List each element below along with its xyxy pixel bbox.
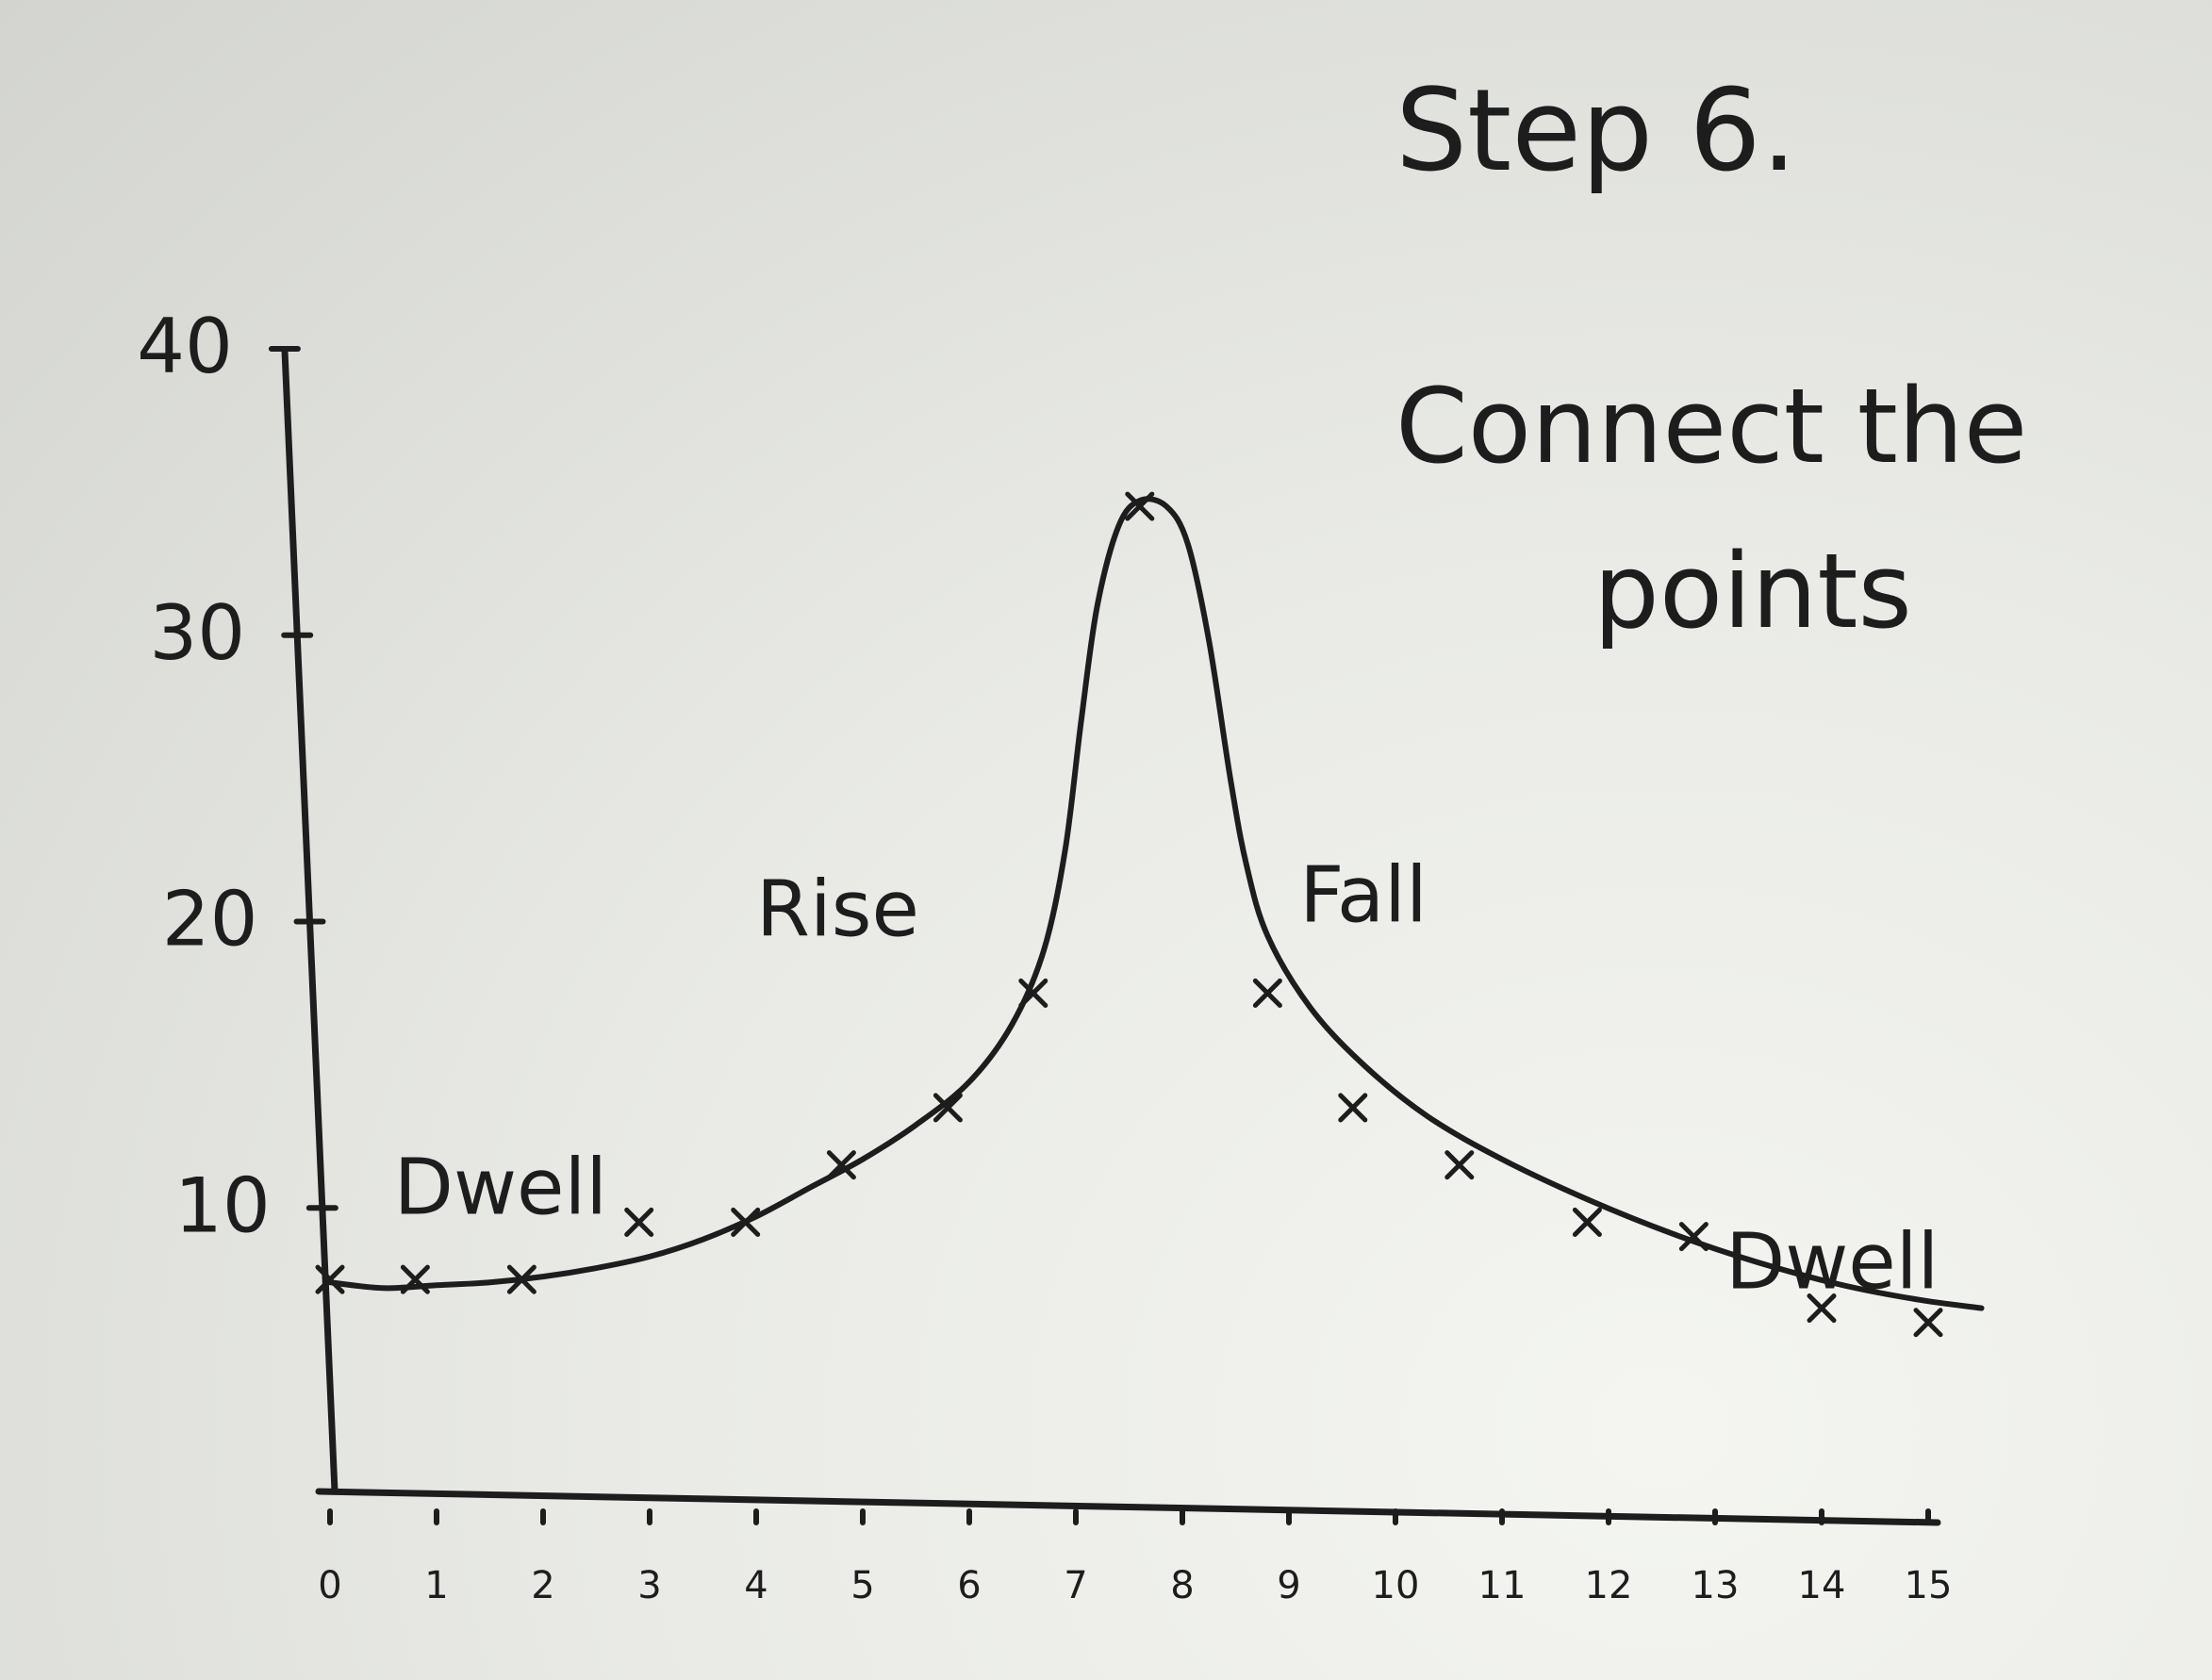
- connecting-curve: [327, 496, 1985, 1311]
- data-point: [1572, 1207, 1602, 1237]
- data-point: [400, 1264, 430, 1294]
- data-point: [1913, 1308, 1943, 1338]
- data-point: [506, 1264, 536, 1294]
- data-point: [826, 1150, 856, 1180]
- data-point: [933, 1093, 963, 1123]
- curve-annotation: Dwell: [394, 1143, 607, 1232]
- x-tick-label: 10: [1372, 1564, 1420, 1607]
- data-point: [731, 1207, 761, 1237]
- x-tick-label: 7: [1064, 1564, 1087, 1607]
- x-tick-label: 9: [1277, 1564, 1300, 1607]
- x-tick-label: 11: [1478, 1564, 1527, 1607]
- curve-annotation: Fall: [1299, 851, 1427, 941]
- data-point: [1252, 978, 1282, 1008]
- y-tick-label: 40: [137, 303, 233, 390]
- data-point: [1125, 491, 1155, 521]
- x-tick-label: 3: [637, 1564, 661, 1607]
- x-axis: [315, 1488, 1941, 1526]
- y-tick-label: 20: [162, 876, 258, 964]
- y-tick-label: 30: [149, 589, 245, 677]
- x-tick-label: 5: [850, 1564, 874, 1607]
- data-point: [624, 1207, 654, 1237]
- x-tick-label: 15: [1905, 1564, 1953, 1607]
- annotations: Dwell Rise Fall Dwell: [394, 851, 1940, 1308]
- data-points: [315, 491, 1943, 1338]
- x-tick-label: 14: [1798, 1564, 1846, 1607]
- x-tick-label: 8: [1170, 1564, 1194, 1607]
- x-tick-label: 0: [318, 1564, 341, 1607]
- data-point: [1678, 1222, 1709, 1252]
- data-point: [1807, 1293, 1837, 1324]
- data-point: [315, 1264, 345, 1294]
- axis-ticks: [268, 346, 1931, 1525]
- x-tick-label: 12: [1585, 1564, 1633, 1607]
- data-point: [1018, 978, 1048, 1008]
- curve-annotation: Dwell: [1725, 1217, 1939, 1307]
- y-tick-label: 10: [174, 1161, 271, 1249]
- x-tick-label: 2: [531, 1564, 554, 1607]
- x-tick-label: 6: [957, 1564, 981, 1607]
- x-tick-label: 1: [424, 1564, 448, 1607]
- data-point: [1338, 1093, 1368, 1123]
- curve-annotation: Rise: [756, 865, 919, 955]
- instruction-line-2: points: [1593, 531, 1912, 651]
- instruction-line-1: Connect the: [1395, 366, 2027, 486]
- step-title: Step 6.: [1395, 66, 1797, 197]
- x-tick-label: 13: [1692, 1564, 1740, 1607]
- x-tick-label: 4: [744, 1564, 768, 1607]
- data-point: [1444, 1150, 1475, 1180]
